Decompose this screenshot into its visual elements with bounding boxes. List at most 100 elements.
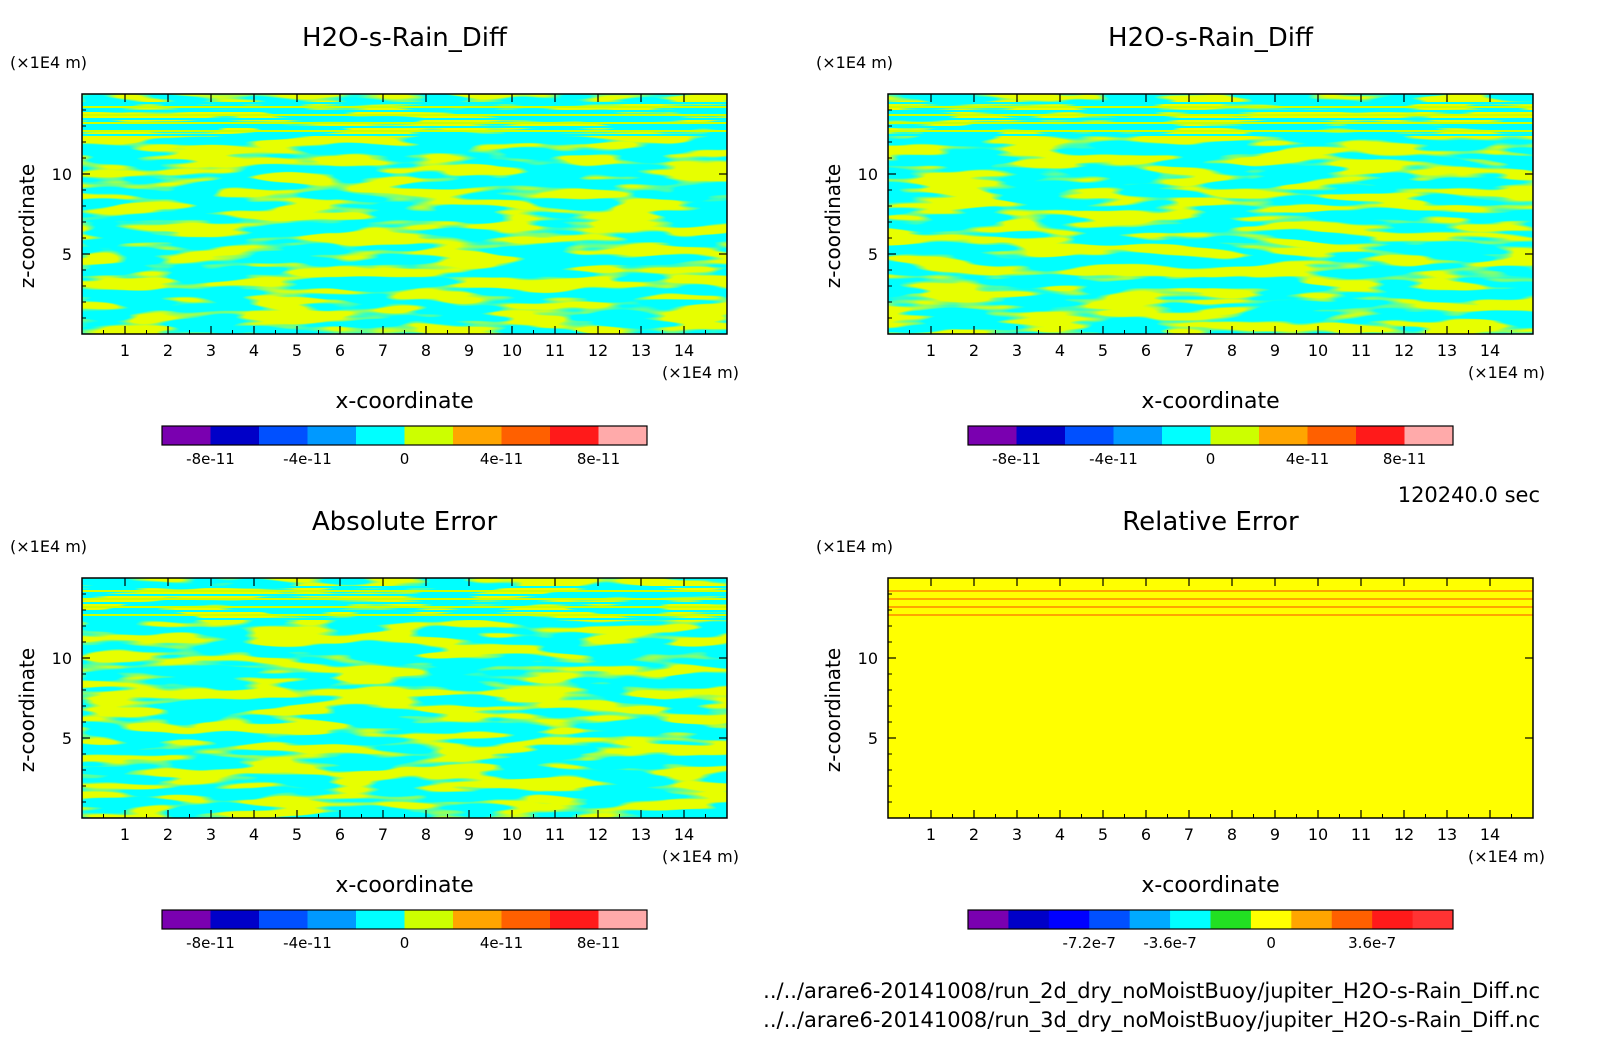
colorbar-tick-label: -4e-11: [1089, 450, 1138, 468]
field-stripe: [888, 130, 1533, 132]
x-tick-label: 13: [631, 825, 651, 844]
field-stripe: [888, 594, 1533, 596]
colorbar-segment: [1412, 910, 1454, 929]
colorbar-tick-label: 4e-11: [480, 934, 523, 952]
field-stripe: [888, 110, 1533, 112]
x-tick-label: 10: [1308, 341, 1328, 360]
x-tick-label: 12: [588, 341, 608, 360]
x-tick-label: 3: [1012, 825, 1022, 844]
colorbar-tick-label: 0: [400, 450, 410, 468]
x-tick-label: 4: [1055, 341, 1065, 360]
colorbar-segment: [1372, 910, 1414, 929]
colorbar-segment: [1129, 910, 1171, 929]
x-unit-label: (×1E4 m): [662, 847, 739, 866]
x-tick-label: 9: [1270, 825, 1280, 844]
field-stripe: [888, 134, 1533, 136]
x-tick-label: 13: [1437, 825, 1457, 844]
colorbar-tick-label: -4e-11: [283, 450, 332, 468]
field-stripe: [82, 106, 727, 108]
colorbar-segment: [1113, 426, 1163, 445]
x-tick-label: 13: [631, 341, 651, 360]
colorbar-segment: [968, 910, 1009, 929]
field-stripe: [82, 606, 727, 608]
file-path-1: ../../arare6-20141008/run_2d_dry_noMoist…: [763, 979, 1540, 1004]
x-tick-label: 6: [1141, 825, 1151, 844]
colorbar-segment: [598, 910, 648, 929]
field-stripe: [888, 126, 1533, 128]
field-stripe: [82, 118, 727, 120]
field-stripe: [82, 586, 727, 588]
colorbar-segment: [501, 910, 551, 929]
colorbar-segment: [968, 426, 1017, 445]
x-tick-label: 4: [249, 341, 259, 360]
z-unit-label: (×1E4 m): [10, 53, 87, 72]
colorbar-segment: [356, 910, 405, 929]
field-stripe: [888, 598, 1533, 600]
colorbar-frame: [967, 909, 1454, 930]
colorbar-segment: [1016, 426, 1066, 445]
colorbar-segment: [259, 910, 308, 929]
x-tick-label: 8: [421, 825, 431, 844]
colorbar-segment: [550, 426, 599, 445]
field-stripe: [82, 110, 727, 112]
colorbar-tick-label: 3.6e-7: [1348, 934, 1396, 952]
field-stripe: [82, 618, 727, 620]
x-tick-label: 9: [464, 341, 474, 360]
y-tick-label: 5: [62, 729, 72, 748]
colorbar-tick-label: -8e-11: [186, 934, 235, 952]
colorbar-segment: [259, 426, 308, 445]
x-tick-label: 9: [1270, 341, 1280, 360]
x-tick-label: 4: [1055, 825, 1065, 844]
x-tick-label: 5: [292, 341, 302, 360]
y-tick-label: 10: [52, 649, 72, 668]
x-tick-label: 11: [1351, 341, 1371, 360]
y-tick-label: 5: [62, 245, 72, 264]
colorbar-segment: [453, 426, 502, 445]
colorbar-segment: [210, 910, 260, 929]
x-tick-label: 11: [545, 341, 565, 360]
colorbar-tick-label: 0: [1206, 450, 1216, 468]
field-stripe: [82, 602, 727, 604]
panels-layer: H2O-s-Rain_Diff (×1E4 m) 1 2 3 4 5 6 7 8 9 10 11 12 13…: [10, 23, 1545, 952]
colorbar-segment: [404, 426, 454, 445]
x-tick-label: 11: [1351, 825, 1371, 844]
colorbar-tick-label: 8e-11: [577, 934, 620, 952]
y-tick-label: 10: [858, 165, 878, 184]
x-tick-label: 2: [163, 341, 173, 360]
field-stripe: [82, 610, 727, 612]
panel-2: H2O-s-Rain_Diff(×1E4 m)1 2 3 4 5 6 7 8 9 10 11 12 13…: [816, 23, 1545, 468]
colorbar-segment: [356, 426, 405, 445]
x-tick-label: 11: [545, 825, 565, 844]
x-axis-label: x-coordinate: [1141, 873, 1279, 898]
field-stripe: [888, 106, 1533, 108]
colorbar-tick-label: 0: [1266, 934, 1276, 952]
colorbar-segment: [1170, 910, 1211, 929]
x-tick-label: 7: [1184, 825, 1194, 844]
field-stripe: [82, 114, 727, 116]
panel-4: Relative Error(×1E4 m)1 2 3 4 5 6 7 8 9 10 11 12 13 1…: [816, 507, 1545, 952]
colorbar-tick-label: -8e-11: [186, 450, 235, 468]
y-tick-label: 5: [868, 245, 878, 264]
panel-title: H2O-s-Rain_Diff: [302, 23, 508, 53]
colorbar-segment: [1008, 910, 1050, 929]
x-tick-label: 9: [464, 825, 474, 844]
colorbar-segment: [1250, 910, 1292, 929]
colorbar-frame: [161, 909, 648, 930]
x-tick-label: 7: [378, 341, 388, 360]
colorbar-tick-label: 8e-11: [577, 450, 620, 468]
colorbar-segment: [1331, 910, 1373, 929]
x-tick-label: 2: [969, 825, 979, 844]
z-unit-label: (×1E4 m): [10, 537, 87, 556]
field-stripe: [888, 618, 1533, 620]
x-tick-label: 10: [502, 825, 522, 844]
field-stripe: [82, 122, 727, 124]
colorbar-segment: [1404, 426, 1454, 445]
field-stripe: [82, 590, 727, 592]
field-stripe: [888, 614, 1533, 616]
x-tick-label: 3: [1012, 341, 1022, 360]
colorbar-segment: [550, 910, 599, 929]
x-unit-label: (×1E4 m): [662, 363, 739, 382]
colorbar-segment: [1356, 426, 1405, 445]
x-tick-label: 12: [588, 825, 608, 844]
